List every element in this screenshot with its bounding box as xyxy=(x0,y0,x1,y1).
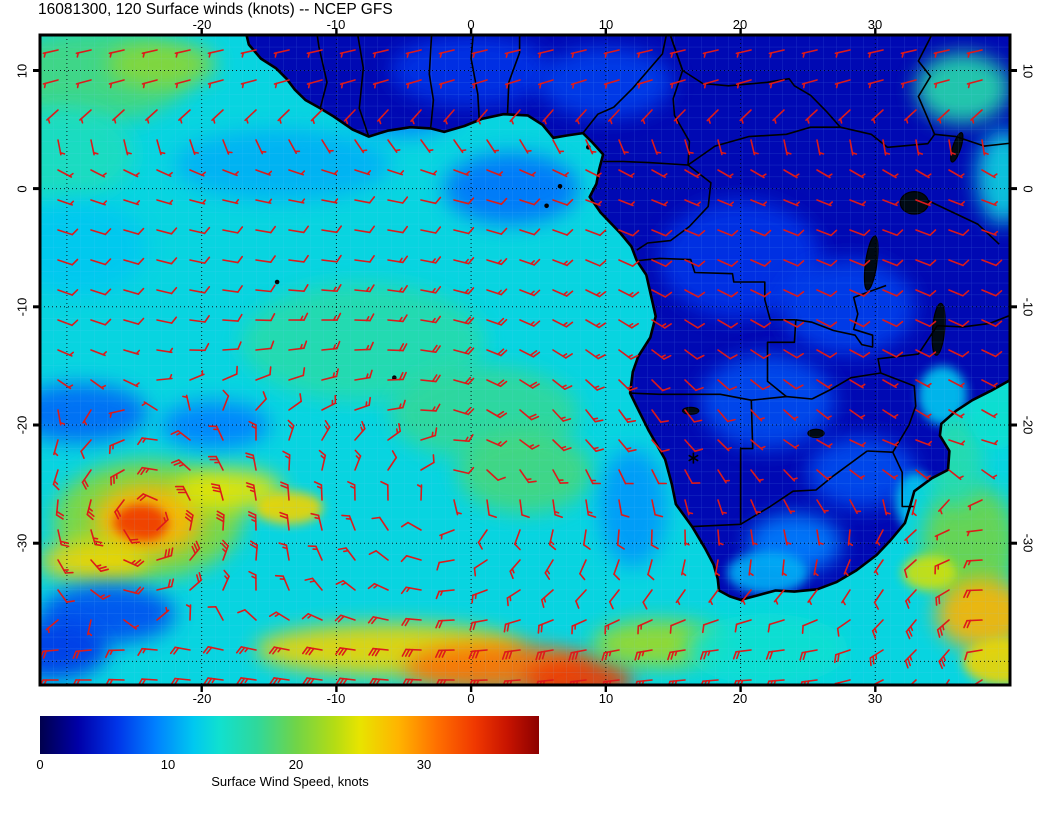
axis-tick-label: -30 xyxy=(1020,533,1036,553)
axis-tick-label: -20 xyxy=(192,691,212,706)
plot-area xyxy=(33,28,1017,692)
axis-tick-label: 10 xyxy=(14,63,30,79)
axis-tick-label: -20 xyxy=(192,17,212,32)
axis-tick-label: 0 xyxy=(467,17,475,32)
axis-tick-label: -10 xyxy=(1020,297,1036,317)
axis-tick-label: 10 xyxy=(598,17,614,32)
axis-tick-label: -30 xyxy=(14,533,30,553)
axis-tick-label: 20 xyxy=(732,17,748,32)
axis-tick-label: 0 xyxy=(1020,185,1036,193)
colorbar-tick-label: 10 xyxy=(160,757,176,772)
colorbar-tick-label: 30 xyxy=(416,757,432,772)
colorbar-tick-label: 0 xyxy=(36,757,44,772)
colorbar-tick-label: 20 xyxy=(288,757,304,772)
axis-tick-label: 10 xyxy=(598,691,614,706)
axis-tick-label: 20 xyxy=(732,691,748,706)
map-canvas xyxy=(33,28,1017,692)
axis-tick-label: 10 xyxy=(1020,63,1036,79)
axis-tick-label: 0 xyxy=(467,691,475,706)
axis-tick-label: 30 xyxy=(867,691,883,706)
axis-tick-label: 30 xyxy=(867,17,883,32)
colorbar-gradient xyxy=(40,716,539,754)
colorbar-caption: Surface Wind Speed, knots xyxy=(211,774,369,789)
axis-tick-label: 0 xyxy=(14,185,30,193)
axis-tick-label: -20 xyxy=(1020,415,1036,435)
figure-title: 16081300, 120 Surface winds (knots) -- N… xyxy=(38,1,393,18)
axis-tick-label: -10 xyxy=(326,691,346,706)
axis-tick-label: -10 xyxy=(326,17,346,32)
axis-tick-label: -10 xyxy=(14,297,30,317)
axis-tick-label: -20 xyxy=(14,415,30,435)
